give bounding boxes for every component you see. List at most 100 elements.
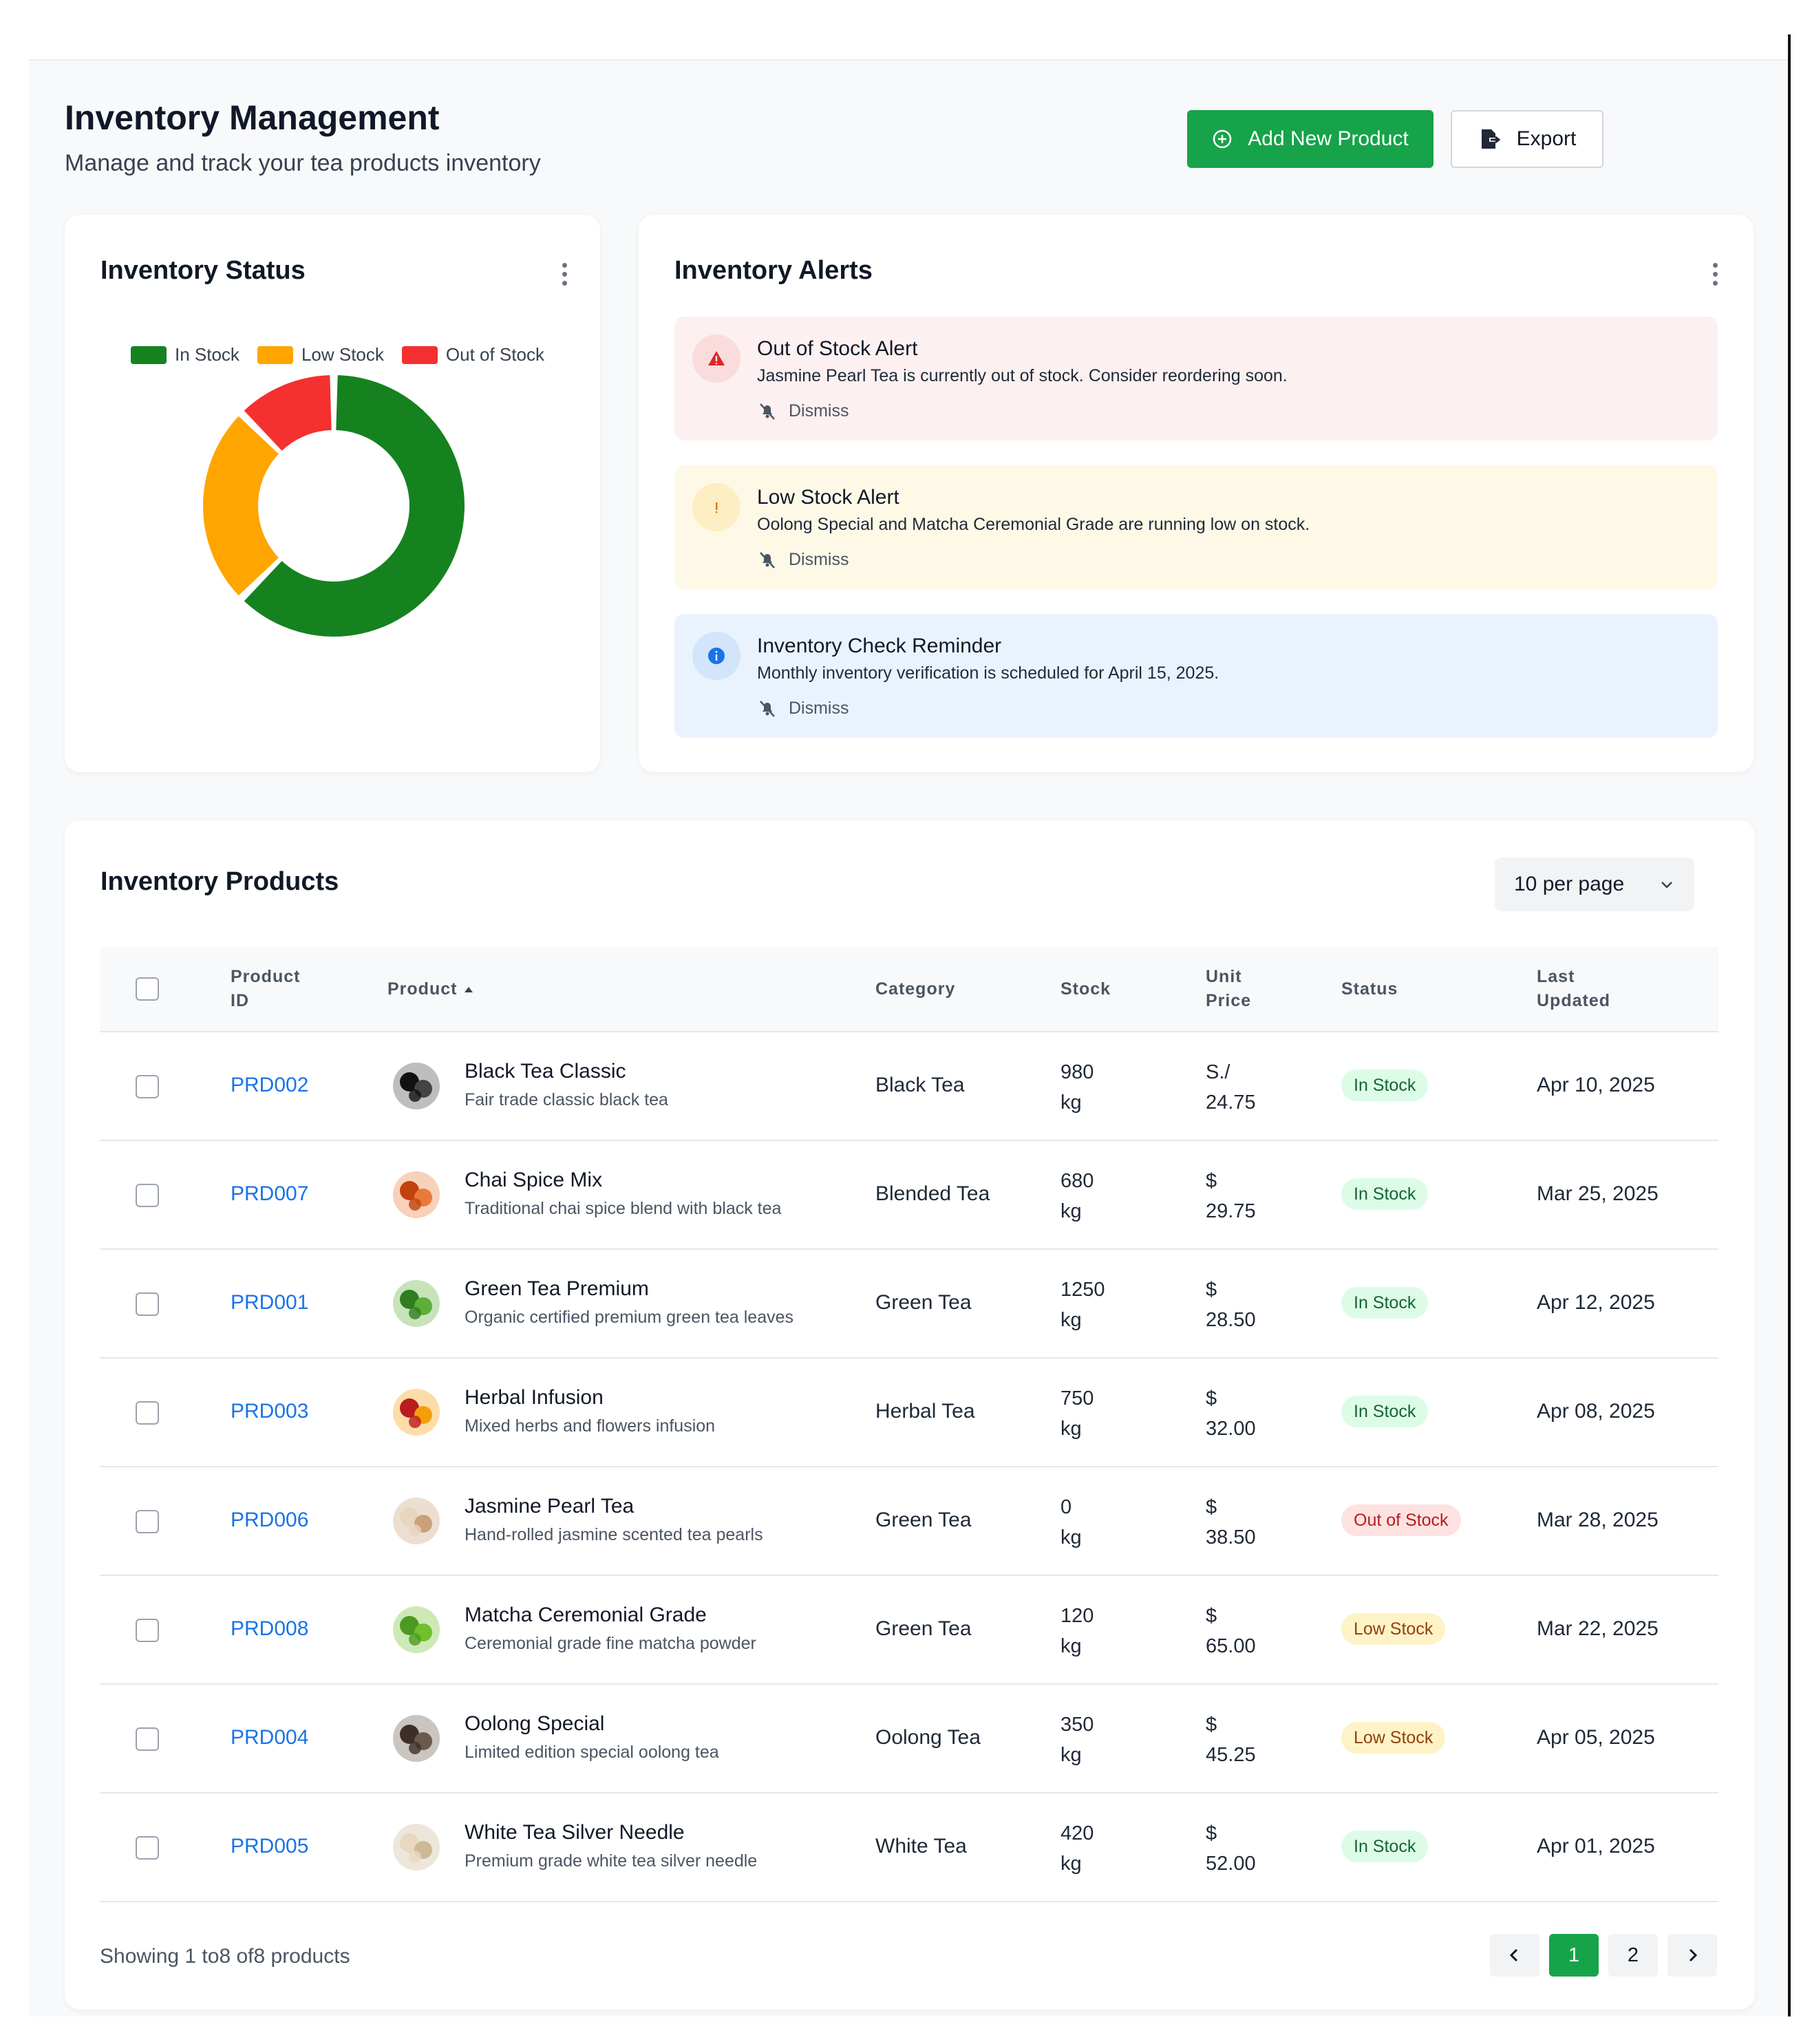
price-value: 38.50 (1206, 1526, 1256, 1548)
add-new-product-button[interactable]: Add New Product (1187, 110, 1433, 168)
product-id-link[interactable]: PRD001 (231, 1291, 309, 1314)
top-bar (29, 0, 1789, 61)
header-text: Unit (1206, 967, 1242, 986)
dismiss-button[interactable]: Dismiss (757, 549, 849, 570)
legend-item-low-stock[interactable]: Low Stock (257, 344, 384, 365)
page-button-1[interactable]: 1 (1549, 1934, 1599, 1977)
page-header: Inventory Management Manage and track yo… (65, 98, 541, 177)
product-description: Fair trade classic black tea (465, 1090, 668, 1109)
stock-value: 750 (1060, 1387, 1094, 1409)
product-id-link[interactable]: PRD006 (231, 1509, 309, 1531)
product-id-link[interactable]: PRD008 (231, 1617, 309, 1640)
product-category: Black Tea (875, 1074, 965, 1096)
row-checkbox[interactable] (136, 1510, 159, 1533)
stock-unit: kg (1060, 1744, 1082, 1766)
last-updated: Mar 25, 2025 (1537, 1182, 1659, 1205)
legend-item-in-stock[interactable]: In Stock (131, 344, 239, 365)
row-checkbox[interactable] (136, 1184, 159, 1207)
header-text: Last (1537, 967, 1575, 986)
stock-value: 120 (1060, 1605, 1094, 1627)
price-currency: S./ (1206, 1061, 1230, 1083)
column-product[interactable]: Product (387, 977, 475, 1001)
per-page-value: 10 per page (1514, 873, 1625, 895)
header-text: Product (387, 979, 458, 999)
out-of-stock-alert: Out of Stock Alert Jasmine Pearl Tea is … (674, 317, 1718, 440)
product-id-link[interactable]: PRD004 (231, 1726, 309, 1749)
donut-slice-in-stock[interactable] (244, 375, 465, 637)
table-row[interactable]: PRD004 Oolong Special Limited edition spec… (100, 1685, 1718, 1793)
stock-unit: kg (1060, 1635, 1082, 1657)
row-checkbox[interactable] (136, 1292, 159, 1316)
table-row[interactable]: PRD008 Matcha Ceremonial Grade Ceremonial … (100, 1576, 1718, 1685)
product-name: White Tea Silver Needle (465, 1821, 685, 1844)
dismiss-label: Dismiss (789, 549, 849, 569)
per-page-select[interactable]: 10 per page (1495, 858, 1694, 911)
bell-slash-icon (760, 403, 775, 420)
price-currency: $ (1206, 1496, 1217, 1518)
next-page-button[interactable] (1667, 1934, 1717, 1977)
alert-title: Inventory Check Reminder (757, 635, 1002, 657)
status-more-icon[interactable] (560, 263, 568, 286)
column-last-updated[interactable]: Last Updated (1537, 965, 1610, 1013)
dismiss-button[interactable]: Dismiss (757, 698, 849, 718)
dismiss-label: Dismiss (789, 698, 849, 718)
price-currency: $ (1206, 1714, 1217, 1736)
product-category: Green Tea (875, 1509, 972, 1531)
table-row[interactable]: PRD005 White Tea Silver Needle Premium gra… (100, 1793, 1718, 1902)
product-category: Herbal Tea (875, 1400, 975, 1423)
price-currency: $ (1206, 1170, 1217, 1192)
product-unit-price: $52.00 (1206, 1818, 1256, 1879)
inventory-status-title: Inventory Status (100, 256, 306, 285)
donut-slice-out-of-stock[interactable] (244, 375, 332, 451)
export-button[interactable]: Export (1451, 110, 1603, 168)
dismiss-button[interactable]: Dismiss (757, 401, 849, 421)
column-category[interactable]: Category (875, 979, 956, 999)
prev-page-button[interactable] (1490, 1934, 1539, 1977)
stock-unit: kg (1060, 1418, 1082, 1440)
table-row[interactable]: PRD001 Green Tea Premium Organic certified… (100, 1250, 1718, 1359)
donut-slice-low-stock[interactable] (203, 416, 279, 596)
row-checkbox[interactable] (136, 1836, 159, 1860)
legend-swatch-out-of-stock (401, 345, 438, 364)
product-id-link[interactable]: PRD003 (231, 1400, 309, 1423)
legend-item-out-of-stock[interactable]: Out of Stock (401, 344, 544, 365)
status-badge: In Stock (1341, 1831, 1429, 1862)
table-row[interactable]: PRD006 Jasmine Pearl Tea Hand-rolled jasmi… (100, 1467, 1718, 1576)
info-icon (692, 632, 740, 680)
stock-unit: kg (1060, 1200, 1082, 1222)
product-stock: 350 kg (1060, 1710, 1094, 1770)
legend-swatch-low-stock (257, 345, 293, 364)
stock-value: 350 (1060, 1714, 1094, 1736)
product-id-link[interactable]: PRD007 (231, 1182, 309, 1205)
column-product-id[interactable]: Product ID (231, 965, 300, 1013)
export-label: Export (1516, 127, 1577, 150)
price-value: 28.50 (1206, 1309, 1256, 1331)
status-badge: In Stock (1341, 1287, 1429, 1319)
row-checkbox[interactable] (136, 1075, 159, 1098)
product-id-link[interactable]: PRD002 (231, 1074, 309, 1096)
row-checkbox[interactable] (136, 1727, 159, 1751)
table-row[interactable]: PRD002 Black Tea Classic Fair trade classi… (100, 1032, 1718, 1141)
add-new-product-label: Add New Product (1248, 127, 1409, 150)
table-row[interactable]: PRD003 Herbal Infusion Mixed herbs and flo… (100, 1359, 1718, 1467)
column-unit-price[interactable]: Unit Price (1206, 965, 1251, 1013)
last-updated: Apr 12, 2025 (1537, 1291, 1655, 1314)
alerts-more-icon[interactable] (1711, 263, 1719, 286)
select-all-checkbox[interactable] (136, 977, 159, 1001)
product-description: Mixed herbs and flowers infusion (465, 1416, 716, 1436)
product-stock: 0 kg (1060, 1492, 1082, 1553)
row-checkbox[interactable] (136, 1401, 159, 1425)
product-name: Matcha Ceremonial Grade (465, 1604, 707, 1626)
stock-value: 680 (1060, 1170, 1094, 1192)
row-checkbox[interactable] (136, 1619, 159, 1642)
product-image (393, 1824, 440, 1871)
inventory-check-reminder: Inventory Check Reminder Monthly invento… (674, 614, 1718, 738)
product-id-link[interactable]: PRD005 (231, 1835, 309, 1857)
chevron-left-icon (1509, 1948, 1518, 1962)
column-stock[interactable]: Stock (1060, 979, 1111, 999)
page-button-2[interactable]: 2 (1608, 1934, 1658, 1977)
chart-legend: In Stock Low Stock Out of Stock (131, 344, 544, 365)
sort-asc-icon (465, 986, 473, 992)
table-row[interactable]: PRD007 Chai Spice Mix Traditional chai spi… (100, 1141, 1718, 1250)
column-status[interactable]: Status (1341, 979, 1398, 999)
